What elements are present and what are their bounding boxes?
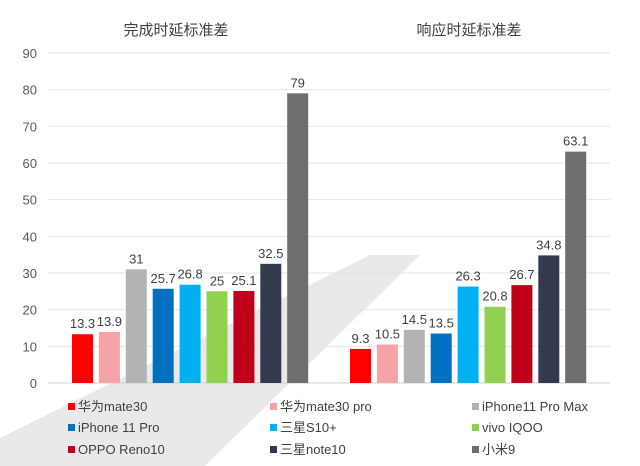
legend-item: iPhone 11 Pro [68, 420, 159, 435]
legend-label: iPhone 11 Pro [78, 420, 159, 435]
bar [287, 93, 309, 383]
legend-item: 华为mate30 pro [270, 399, 372, 414]
y-tick-label: 30 [23, 266, 37, 281]
y-tick-label: 60 [23, 156, 37, 171]
data-label: 9.3 [351, 331, 369, 346]
bar [206, 291, 228, 383]
y-tick-label: 10 [23, 339, 37, 354]
legend-swatch [472, 446, 479, 453]
bar [125, 269, 147, 383]
data-label: 25.1 [231, 273, 256, 288]
data-label: 26.8 [177, 267, 202, 282]
legend-item: 小米9 [472, 442, 515, 457]
data-label: 13.9 [97, 314, 122, 329]
bar [98, 332, 120, 383]
data-label: 25.7 [151, 271, 176, 286]
legend-swatch [270, 424, 277, 431]
legend-label: 三星S10+ [280, 420, 337, 435]
legend-swatch [270, 446, 277, 453]
legend-label: iPhone11 Pro Max [482, 399, 588, 414]
bar [538, 255, 560, 383]
legend-item: iPhone11 Pro Max [472, 399, 588, 414]
y-tick-label: 0 [30, 376, 37, 391]
data-label: 10.5 [375, 327, 400, 342]
chart-title-response: 响应时延标准差 [416, 21, 521, 39]
data-label: 26.7 [509, 267, 534, 282]
legend-item: 三星S10+ [270, 420, 337, 435]
bar [260, 263, 282, 383]
y-tick-label: 70 [23, 119, 37, 134]
legend-swatch [68, 424, 75, 431]
bar [403, 329, 425, 383]
legend-swatch [68, 446, 75, 453]
bar [565, 151, 587, 383]
bar [233, 290, 255, 383]
legend-label: 华为mate30 pro [280, 399, 372, 414]
legend-swatch [472, 403, 479, 410]
y-tick-label: 80 [23, 83, 37, 98]
legend-swatch [68, 403, 75, 410]
bar [430, 333, 452, 383]
legend-swatch [472, 424, 479, 431]
y-tick-label: 90 [23, 46, 37, 61]
y-tick-label: 40 [23, 229, 37, 244]
chart-title-completion: 完成时延标准差 [123, 22, 228, 39]
legend-label: vivo IQOO [482, 420, 543, 435]
data-label: 20.8 [482, 289, 507, 304]
bar [72, 334, 93, 383]
legend-item: vivo IQOO [472, 420, 543, 435]
data-label: 13.5 [429, 316, 454, 331]
legend-swatch [270, 403, 277, 410]
legend-label: 华为mate30 [78, 399, 147, 414]
data-label: 34.8 [536, 237, 561, 252]
data-label: 26.3 [455, 269, 480, 284]
data-label: 63.1 [563, 134, 588, 149]
data-label: 13.3 [70, 316, 95, 331]
bar [152, 288, 174, 383]
bar [376, 344, 398, 383]
legend-label: 三星note10 [280, 442, 346, 457]
bar [457, 286, 479, 383]
data-label: 14.5 [402, 312, 427, 327]
legend-label: OPPO Reno10 [78, 442, 165, 457]
bar [484, 306, 506, 383]
data-label: 31 [129, 251, 143, 266]
data-label: 32.5 [258, 246, 283, 261]
data-label: 79 [290, 75, 304, 90]
bar [350, 348, 371, 383]
legend-item: 三星note10 [270, 442, 346, 457]
y-tick-label: 50 [23, 193, 37, 208]
legend-item: OPPO Reno10 [68, 442, 165, 457]
legend-label: 小米9 [482, 442, 515, 457]
data-label: 25 [210, 273, 224, 288]
legend-item: 华为mate30 [68, 399, 147, 414]
bar [179, 284, 201, 383]
y-tick-label: 20 [23, 303, 37, 318]
bar [511, 285, 533, 383]
